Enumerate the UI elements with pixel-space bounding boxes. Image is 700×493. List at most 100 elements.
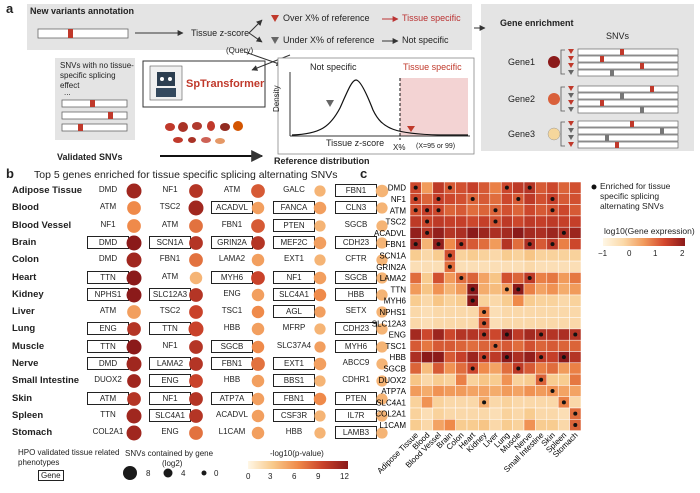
heatmap-cell: [421, 317, 434, 330]
heatmap-cell: [500, 204, 513, 217]
heatmap-cell: [500, 215, 513, 228]
heatmap-cell: [432, 373, 445, 386]
down-triangle-gray-icon: [271, 37, 279, 44]
heatmap-cell: [409, 294, 422, 307]
enrichment-dot: [314, 427, 326, 439]
heatmap-cell: [535, 306, 548, 318]
snv-box-text: SNVs with no tissue-specific splicing ef…: [60, 61, 134, 90]
heatmap-row-label: ATP7A: [381, 387, 406, 396]
panel-b-title: Top 5 genes enriched for tissue specific…: [34, 169, 338, 181]
snv-bar: [577, 55, 679, 63]
heatmap-cell: [409, 283, 422, 296]
heatmap-cell: [512, 396, 525, 409]
heatmap-cell: [489, 362, 502, 375]
enriched-dot: [470, 287, 475, 292]
heatmap-cell: [512, 272, 525, 284]
heatmap-cell: [569, 317, 582, 330]
enriched-dot: [561, 355, 566, 360]
size-label-0: 0: [214, 469, 219, 478]
heatmap-cell: [489, 193, 502, 205]
enriched-dot: [493, 219, 498, 224]
heatmap-cell: [421, 385, 434, 397]
snv-bar: [577, 48, 679, 56]
heatmap-cell: [523, 204, 536, 217]
tissue-label: Small Intestine: [12, 375, 80, 387]
heatmap-cell: [421, 193, 434, 205]
enrichment-dot: [251, 305, 265, 319]
enrichment-dot: [251, 392, 265, 405]
heatmap-cell: [443, 283, 456, 296]
heatmap-cell: [455, 339, 468, 352]
heatmap-cell: [500, 272, 513, 284]
heatmap-cell: [443, 238, 456, 251]
enriched-dot: [550, 242, 555, 247]
reference-distribution-label: Reference distribution: [274, 156, 370, 166]
enrichment-dot: [313, 271, 327, 284]
heatmap-cell: [421, 272, 434, 284]
heatmap-cell: [489, 396, 502, 409]
panel-c-label: c: [360, 166, 368, 181]
heatmap-cell: [455, 396, 468, 409]
heatmap-row-label: COL2A1: [375, 410, 406, 419]
heatmap-cell: [421, 373, 434, 386]
gene-label: DMD: [98, 254, 118, 264]
enrichment-dot: [314, 375, 326, 387]
variant-bar: [37, 28, 129, 39]
heatmap-row-label: NF1: [391, 195, 407, 204]
heatmap-cell: [478, 181, 491, 194]
gene-label: GALC: [283, 185, 305, 194]
heatmap-cell: [546, 317, 559, 330]
heatmap-cell: [432, 339, 445, 352]
heatmap-cell: [443, 317, 456, 330]
heatmap-cell: [546, 351, 559, 364]
heatmap-cell: [557, 238, 570, 251]
gene-label: SETX: [345, 306, 367, 316]
pvalue-tick-12: 12: [340, 472, 349, 481]
gene-box-legend: Gene: [38, 470, 64, 481]
heatmap-cell: [409, 396, 422, 409]
heatmap-cell: [466, 407, 479, 420]
heatmap-cell: [489, 373, 502, 386]
enrichment-dot: [189, 253, 203, 268]
down-triangle-red-icon: [271, 15, 279, 22]
heatmap-cell: [478, 260, 491, 273]
enriched-dot: [573, 332, 578, 337]
snv-mark: [600, 56, 604, 62]
enrichment-dot: [126, 408, 142, 424]
heatmap-cell: [409, 362, 422, 375]
enrichment-dot: [251, 409, 265, 423]
enriched-dot: [527, 276, 532, 281]
snv-mark: [605, 135, 609, 141]
heatmap-cell: [455, 294, 468, 307]
heatmap-cell: [500, 362, 513, 375]
heatmap-cell: [512, 317, 525, 330]
snv-mark: [620, 49, 624, 55]
heatmap-cell: [466, 226, 479, 239]
tissue-label: Brain: [12, 236, 37, 248]
tissue-label: Blood: [12, 202, 39, 214]
enriched-dot: [561, 400, 566, 405]
gene-label: CDHR1: [342, 375, 370, 385]
size-label-4: 4: [181, 469, 186, 478]
heatmap-cell: [455, 306, 468, 318]
enrichment-dot: [127, 201, 141, 216]
heatmap-cell: [512, 373, 525, 386]
heatmap-cell: [455, 351, 468, 364]
heatmap-cell: [478, 238, 491, 251]
heatmap-row-label: ACADVL: [374, 229, 407, 238]
x-percent-label: X%: [393, 143, 406, 152]
enriched-dot: [516, 196, 521, 201]
gene-label: ENG: [223, 288, 241, 298]
x-note: (X=95 or 99): [416, 143, 456, 150]
gene-label: TSC1: [221, 306, 243, 316]
enriched-dot: [493, 343, 498, 348]
tissue-label: Nerve: [12, 358, 39, 369]
heatmap-cell: [546, 362, 559, 375]
heatmap-cell: [557, 306, 570, 318]
heatmap-cell: [557, 407, 570, 420]
heatmap-cell: [455, 362, 468, 375]
heatmap-cell: [409, 317, 422, 330]
heatmap-cell: [569, 226, 582, 239]
enriched-dot: [561, 230, 566, 235]
heatmap-cell: [466, 260, 479, 273]
